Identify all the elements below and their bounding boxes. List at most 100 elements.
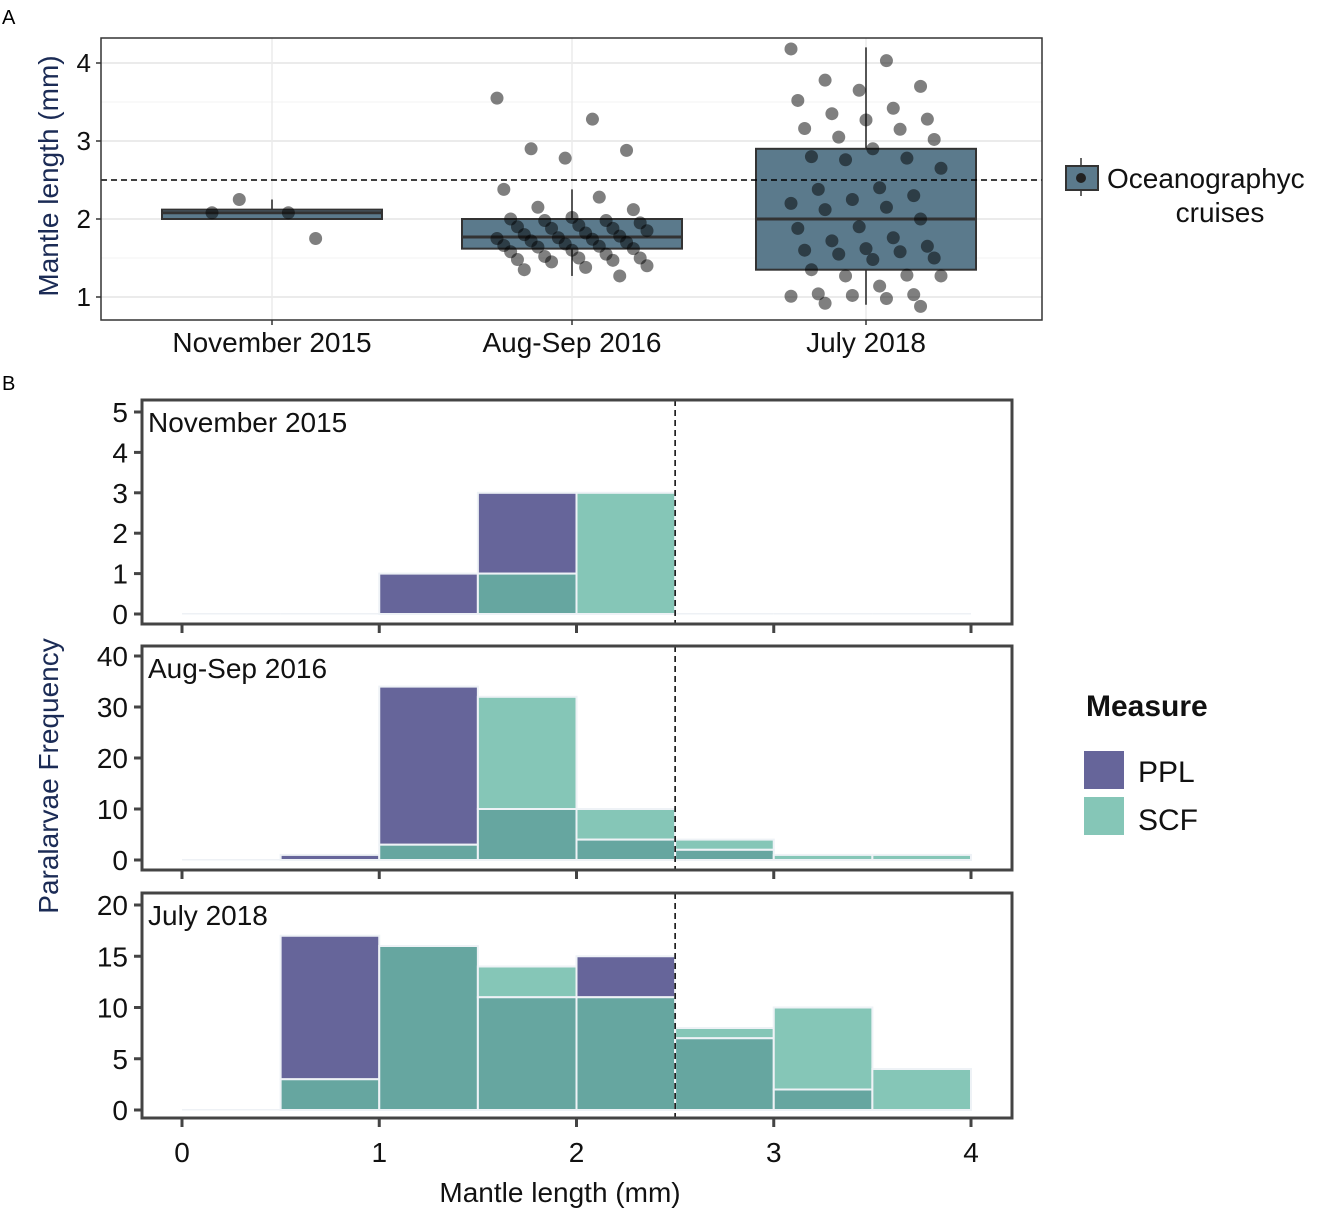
x-tick-label-b: 2 — [569, 1137, 585, 1168]
data-point — [825, 234, 839, 248]
data-point — [784, 196, 798, 210]
facet-title: November 2015 — [148, 407, 347, 438]
legend-point-icon — [1076, 173, 1086, 183]
legend-label-line2: cruises — [1176, 197, 1265, 228]
data-point — [832, 247, 846, 261]
data-point — [893, 122, 907, 136]
bar-scf — [476, 965, 578, 999]
legend-title: Measure — [1086, 690, 1208, 723]
data-point — [914, 212, 928, 226]
facet-title: Aug-Sep 2016 — [148, 653, 327, 684]
bar-ppl — [575, 955, 677, 999]
legend-scf-label: SCF — [1138, 804, 1198, 837]
y-tick-label-b: 5 — [112, 397, 128, 428]
data-point — [572, 251, 586, 265]
x-tick-label-b: 1 — [371, 1137, 387, 1168]
y-tick-label-b: 0 — [112, 1095, 128, 1126]
bar-ppl — [476, 491, 578, 575]
data-point — [920, 112, 934, 126]
data-point — [907, 189, 921, 203]
y-tick-label-b: 1 — [112, 559, 128, 590]
data-point — [497, 182, 511, 196]
bar-ppl — [279, 934, 381, 1081]
bar-overlap — [674, 848, 775, 861]
bar-overlap — [378, 843, 479, 862]
bar-ppl — [378, 685, 479, 846]
y-tick-label-b: 0 — [112, 599, 128, 630]
data-point — [784, 42, 798, 56]
y-tick-label-b: 15 — [97, 941, 128, 972]
data-point — [914, 299, 928, 313]
data-point — [832, 130, 846, 144]
data-point — [900, 151, 914, 165]
data-point — [620, 143, 634, 157]
bar-overlap — [674, 1037, 775, 1111]
facet-0: November 2015 0 1 2 3 4 5 — [112, 397, 1014, 633]
x-tick-label-a: Aug-Sep 2016 — [482, 327, 661, 358]
bar-empty — [182, 613, 281, 615]
facet-1: Aug-Sep 2016 0 10 20 30 40 — [97, 641, 1014, 879]
data-point — [866, 142, 880, 156]
data-point — [914, 79, 928, 93]
y-tick-label-a: 2 — [77, 204, 91, 234]
bar-empty — [675, 613, 774, 615]
y-tick-label-b: 40 — [97, 641, 128, 672]
data-point — [852, 220, 866, 234]
data-point — [798, 122, 812, 136]
x-tick-label-a: November 2015 — [172, 327, 371, 358]
data-point — [873, 279, 887, 293]
data-point — [934, 161, 948, 175]
legend-ppl-swatch-icon — [1084, 751, 1124, 789]
legend-b: Measure PPL SCF — [1084, 690, 1208, 837]
data-point — [886, 231, 900, 245]
bar-scf — [772, 1006, 874, 1091]
y-axis-title-b: Paralarvae Frequency — [33, 638, 64, 913]
legend-label-line1: Oceanographyc — [1107, 163, 1305, 194]
data-point — [558, 151, 572, 165]
bar-scf — [575, 491, 677, 615]
data-point — [818, 73, 832, 87]
panel-label-b: B — [2, 373, 15, 395]
y-tick-label-b: 20 — [97, 890, 128, 921]
bar-overlap — [575, 838, 677, 861]
data-point — [804, 263, 818, 277]
data-point — [490, 91, 504, 105]
facet-title: July 2018 — [148, 900, 268, 931]
y-tick-label-a: 1 — [77, 282, 91, 312]
y-tick-label-a: 4 — [77, 48, 91, 78]
data-point — [927, 251, 941, 265]
data-point — [784, 289, 798, 303]
data-point — [845, 288, 859, 302]
y-tick-label-b: 10 — [97, 794, 128, 825]
bar-overlap — [279, 1078, 381, 1111]
data-point — [934, 269, 948, 283]
data-point — [626, 242, 640, 256]
data-point — [859, 242, 873, 256]
bar-scf — [674, 838, 775, 851]
bar-ppl — [279, 853, 381, 862]
bar-overlap — [476, 808, 578, 861]
data-point — [606, 253, 620, 267]
data-point — [613, 269, 627, 283]
data-point — [585, 112, 599, 126]
data-point — [811, 182, 825, 196]
data-point — [592, 190, 606, 204]
x-tick-label-b: 4 — [963, 1137, 979, 1168]
bar-empty — [280, 613, 380, 615]
box-0 — [161, 208, 383, 220]
data-point — [859, 113, 873, 127]
data-point — [907, 288, 921, 302]
data-point — [531, 200, 545, 214]
bar-overlap — [476, 996, 578, 1111]
data-point — [517, 263, 531, 277]
bar-scf — [871, 853, 972, 862]
x-tick-label-b: 0 — [174, 1137, 190, 1168]
data-point — [825, 107, 839, 121]
bar-empty — [182, 1109, 281, 1111]
data-point — [818, 296, 832, 310]
y-tick-label-b: 10 — [97, 993, 128, 1024]
data-point — [791, 221, 805, 235]
data-point — [920, 239, 934, 253]
data-point — [531, 240, 545, 254]
data-point — [866, 253, 880, 267]
